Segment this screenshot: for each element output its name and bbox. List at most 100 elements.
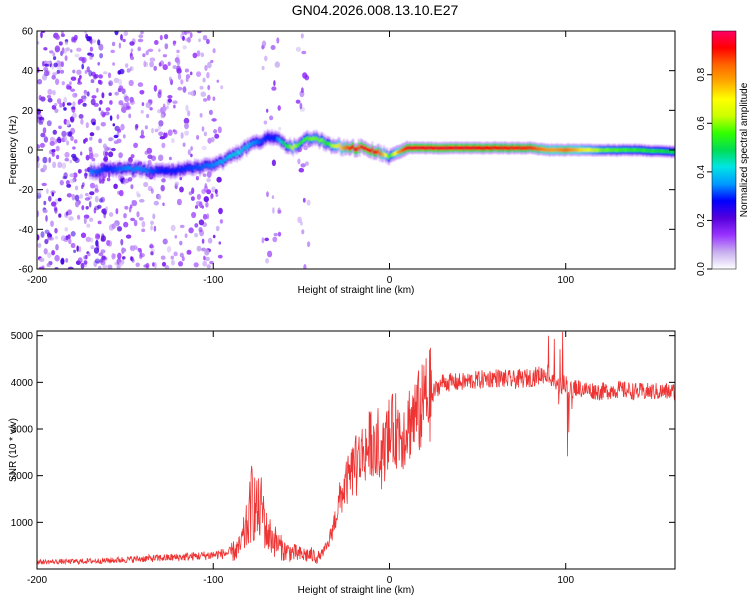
noise-blob — [64, 136, 67, 142]
noise-blob — [182, 86, 187, 93]
ridge-core — [515, 145, 517, 150]
noise-blob — [266, 191, 269, 198]
noise-blob — [85, 192, 89, 197]
ridge-core — [296, 143, 298, 148]
noise-blob — [118, 85, 124, 91]
spectrogram-ridge-layer — [89, 129, 675, 181]
noise-blob — [146, 113, 150, 119]
noise-blob — [43, 248, 48, 255]
ridge-core — [298, 142, 301, 147]
ridge-core — [400, 149, 402, 154]
ridge-core — [259, 140, 261, 145]
ridge-core — [417, 146, 419, 150]
noise-blob — [162, 64, 168, 71]
ridge-core — [201, 164, 203, 169]
noise-blob — [86, 91, 90, 97]
noise-blob — [46, 188, 49, 194]
noise-blob — [144, 125, 148, 130]
noise-blob — [133, 219, 138, 227]
noise-blob — [172, 40, 176, 46]
noise-blob — [159, 34, 163, 41]
noise-blob — [98, 252, 104, 257]
ridge-core — [428, 146, 431, 150]
noise-blob — [74, 194, 80, 202]
noise-blob — [218, 207, 223, 215]
ridge-core — [497, 146, 499, 150]
ridge-core — [673, 149, 675, 154]
ridge-core — [272, 136, 274, 141]
ridge-core — [532, 146, 534, 151]
ridge-core — [116, 166, 119, 171]
ridge-core — [101, 167, 103, 172]
ridge-core — [218, 159, 220, 164]
noise-blob — [201, 188, 206, 195]
noise-blob — [111, 41, 116, 47]
noise-blob — [267, 250, 273, 258]
ridge-core — [164, 168, 166, 173]
ridge-core — [285, 143, 287, 148]
noise-blob — [162, 238, 168, 245]
noise-blob — [125, 63, 129, 68]
noise-blob — [160, 184, 165, 192]
ridge-core — [650, 149, 653, 153]
ridge-core — [367, 147, 369, 152]
noise-blob — [114, 91, 119, 96]
noise-blob — [62, 101, 65, 108]
ridge-core — [196, 164, 198, 169]
noise-blob — [97, 220, 102, 225]
ridge-core — [526, 145, 528, 150]
ridge-core — [353, 147, 356, 152]
noise-blob — [70, 231, 76, 237]
ridge-core — [293, 143, 295, 148]
noise-blob — [56, 66, 63, 71]
noise-blob — [58, 41, 63, 46]
noise-blob — [196, 135, 200, 140]
noise-blob — [130, 56, 135, 60]
noise-blob — [47, 252, 52, 259]
noise-blob — [78, 246, 82, 253]
noise-blob — [66, 102, 72, 106]
x-tick-label: -200 — [27, 275, 47, 286]
ridge-core — [274, 135, 276, 140]
ridge-core — [411, 146, 414, 151]
ridge-core — [403, 147, 405, 152]
snr-axes: -200 -100 0 100 1000 2000 3000 4000 5000 — [11, 331, 675, 586]
ridge-core — [567, 147, 569, 152]
noise-blob — [216, 79, 220, 83]
noise-blob — [79, 193, 84, 199]
noise-blob — [108, 92, 112, 96]
ridge-core — [328, 141, 330, 146]
noise-blob — [56, 154, 60, 160]
ridge-core — [138, 166, 140, 171]
ridge-core — [505, 145, 507, 150]
noise-blob — [77, 100, 81, 105]
noise-blob — [179, 224, 185, 229]
ridge-core — [555, 147, 558, 152]
noise-blob — [97, 39, 101, 46]
ridge-core — [628, 148, 631, 153]
ridge-core — [224, 157, 227, 162]
ridge-core — [398, 150, 400, 154]
ridge-core — [621, 148, 623, 152]
ridge-core — [473, 145, 475, 150]
x-tick-label: -100 — [203, 575, 223, 586]
ridge-core — [559, 147, 562, 152]
noise-blob — [85, 122, 89, 129]
ridge-core — [420, 145, 422, 150]
noise-blob — [187, 149, 191, 156]
ridge-core — [490, 145, 492, 150]
noise-blob — [264, 55, 268, 62]
noise-blob — [207, 84, 211, 91]
ridge-core — [547, 147, 549, 152]
ridge-core — [434, 145, 436, 150]
ridge-core — [373, 150, 376, 155]
colorbar-tick-label: 0.4 — [696, 164, 707, 178]
noise-blob — [170, 259, 175, 266]
noise-blob — [299, 102, 303, 110]
ridge-core — [502, 146, 505, 151]
noise-blob — [122, 38, 126, 43]
noise-blob — [261, 44, 265, 50]
noise-blob — [63, 118, 68, 125]
ridge-core — [537, 147, 540, 152]
noise-blob — [172, 100, 178, 104]
